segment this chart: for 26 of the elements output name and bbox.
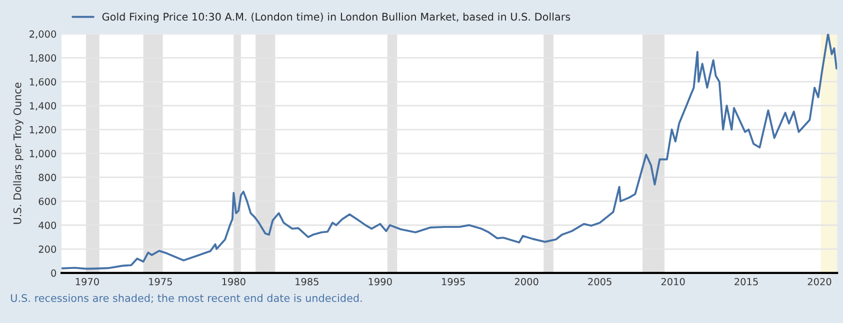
x-tick-label: 2020 — [808, 278, 832, 286]
x-tick-label: 1980 — [222, 278, 246, 286]
y-tick-label: 800 — [38, 174, 56, 182]
y-tick-label: 2,000 — [30, 30, 56, 39]
x-tick-label: 1990 — [368, 278, 392, 286]
y-tick-label: 1,400 — [30, 102, 56, 110]
x-tick-label: 1970 — [76, 278, 99, 286]
y-tick-label: 1,600 — [30, 78, 56, 87]
y-tick-label: 0 — [51, 269, 56, 277]
line-series — [62, 34, 838, 270]
x-tick-label: 2000 — [514, 278, 538, 286]
x-tick-label: 2010 — [661, 278, 685, 286]
y-tick-label: 1,800 — [30, 54, 56, 63]
x-tick-label: 1995 — [442, 278, 465, 286]
legend-label: Gold Fixing Price 10:30 A.M. (London time) in London Bullion Market, based in U.S. Dollars — [102, 12, 570, 23]
y-tick-label: 400 — [38, 222, 56, 229]
y-axis-title: U.S. Dollars per Troy Ounce — [13, 82, 24, 224]
y-tick-label: 1,000 — [30, 150, 56, 158]
x-tick-label: 1975 — [149, 278, 172, 286]
y-tick-label: 1,200 — [30, 126, 56, 134]
y-tick-label: 200 — [38, 246, 56, 253]
x-tick-label: 1985 — [296, 278, 318, 286]
y-tick-label: 600 — [38, 198, 56, 206]
text: U.S. recessions are shaded; the most recent end date is undecided. — [11, 294, 362, 304]
x-tick-label: 2005 — [588, 278, 612, 286]
x-tick-label: 2015 — [734, 278, 758, 286]
